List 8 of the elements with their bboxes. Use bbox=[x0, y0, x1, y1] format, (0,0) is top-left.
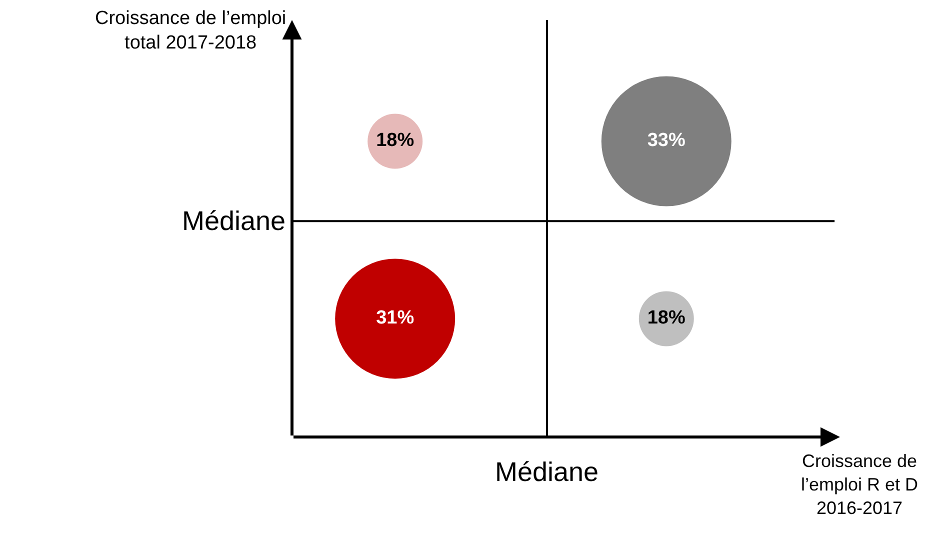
data-label: 18% bbox=[376, 130, 414, 152]
data-label: 18% bbox=[647, 307, 686, 328]
text: Médiane bbox=[182, 206, 286, 236]
text: Croissance de l’emploi R et D 2016-2017 bbox=[801, 451, 918, 518]
text: Croissance de l’emploi total 2017-2018 bbox=[95, 8, 286, 54]
data-label: 33% bbox=[647, 130, 686, 152]
text: Médiane bbox=[495, 457, 599, 487]
data-label: 31% bbox=[376, 307, 414, 328]
